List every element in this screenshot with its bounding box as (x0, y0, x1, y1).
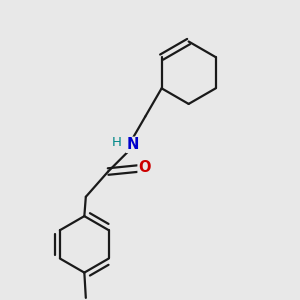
Text: O: O (138, 160, 151, 175)
Text: N: N (126, 137, 139, 152)
Text: H: H (112, 136, 122, 149)
